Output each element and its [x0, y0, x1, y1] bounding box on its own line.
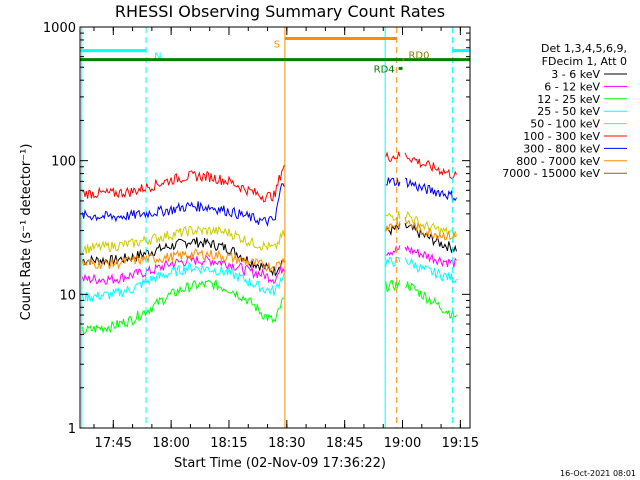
legend-label-2: 12 - 25 keV: [537, 93, 600, 106]
flag-label-n: N: [154, 52, 161, 63]
legend-header-line-1: Det 1,3,4,5,6,9,: [541, 42, 627, 55]
series-line-1: [81, 245, 457, 285]
overlay-lines: N S RD4 RD0: [80, 27, 470, 428]
series-line-7: [81, 216, 457, 274]
flag-label-s: S: [274, 40, 280, 51]
x-tick-label-6: 19:15: [442, 436, 479, 451]
y-tick-label-3: 1000: [43, 21, 76, 36]
x-tick-label-5: 19:00: [384, 436, 421, 451]
legend-label-6: 300 - 800 keV: [523, 142, 600, 155]
footer-date: 16-Oct-2021 08:01: [560, 469, 636, 478]
flag-label-rd0: RD0: [408, 51, 429, 62]
x-tick-label-4: 18:45: [326, 436, 363, 451]
legend: Det 1,3,4,5,6,9, FDecim 1, Att 0 3 - 6 k…: [502, 42, 627, 180]
legend-label-8: 7000 - 15000 keV: [502, 167, 600, 180]
y-axis-label: Count Rate (s⁻¹ detector⁻¹): [19, 144, 34, 321]
plot-frame: [79, 26, 471, 429]
legend-label-4: 50 - 100 keV: [530, 118, 600, 131]
axis-ticks: 17:45 18:00 18:15 18:30 18:45 19:00 19:15 1 10 10…: [43, 21, 479, 451]
legend-label-3: 25 - 50 keV: [537, 105, 600, 118]
legend-header-line-2: FDecim 1, Att 0: [542, 55, 627, 68]
chart-title: RHESSI Observing Summary Count Rates: [115, 2, 445, 21]
x-tick-label-0: 17:45: [95, 436, 132, 451]
series-line-2: [81, 279, 457, 335]
x-tick-label-1: 18:00: [152, 436, 189, 451]
x-tick-label-2: 18:15: [210, 436, 247, 451]
y-tick-label-2: 100: [51, 155, 76, 170]
legend-label-1: 6 - 12 keV: [544, 80, 600, 93]
series-line-3: [81, 256, 457, 303]
y-tick-label-1: 10: [59, 288, 76, 303]
series-line-6: [81, 177, 457, 227]
legend-label-5: 100 - 300 keV: [523, 130, 600, 143]
plot-area: [81, 151, 457, 335]
y-tick-label-0: 1: [68, 422, 76, 437]
legend-label-7: 800 - 7000 keV: [516, 155, 600, 168]
legend-label-0: 3 - 6 keV: [551, 68, 600, 81]
x-tick-label-3: 18:30: [268, 436, 305, 451]
series-line-5: [82, 151, 457, 203]
x-axis-label: Start Time (02-Nov-09 17:36:22): [174, 456, 386, 471]
flag-label-rd4: RD4: [374, 64, 395, 75]
